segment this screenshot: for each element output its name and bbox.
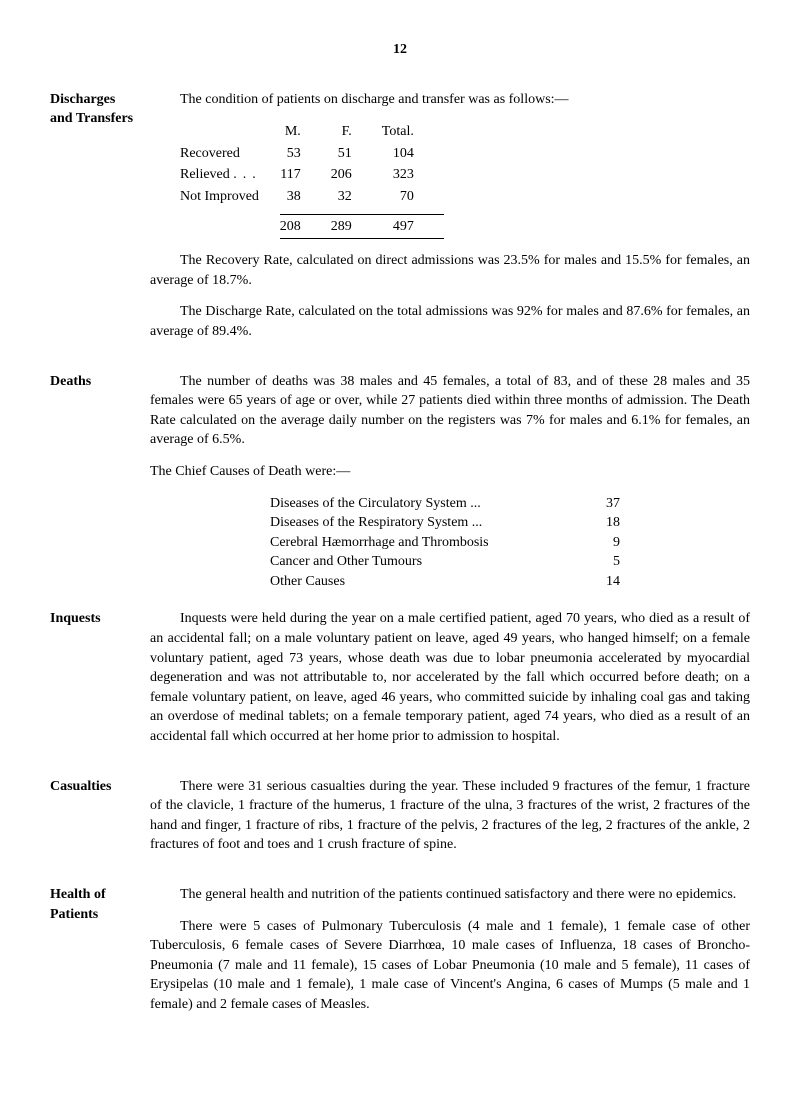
cell-value: 38 xyxy=(280,186,331,208)
cause-row: Diseases of the Respiratory System ... 1… xyxy=(270,513,750,533)
causes-intro: The Chief Causes of Death were:— xyxy=(150,462,750,482)
section-casualties: Casualties There were 31 serious casualt… xyxy=(50,777,750,867)
cell-value: 53 xyxy=(280,143,331,165)
cause-value: 18 xyxy=(580,513,620,533)
cause-value: 5 xyxy=(580,552,620,572)
table-row: Recovered 53 51 104 xyxy=(180,143,444,165)
label-discharges: Discharges and Transfers xyxy=(50,90,150,354)
cause-label: Diseases of the Circulatory System ... xyxy=(270,494,580,514)
health-p2: There were 5 cases of Pulmonary Tubercul… xyxy=(150,917,750,1015)
header-f: F. xyxy=(331,121,382,143)
cause-label: Cerebral Hæmorrhage and Thrombosis xyxy=(270,533,580,553)
cause-row: Diseases of the Circulatory System ... 3… xyxy=(270,494,750,514)
cell-value: 51 xyxy=(331,143,382,165)
cause-value: 37 xyxy=(580,494,620,514)
table-total: 208 289 497 xyxy=(180,214,444,239)
discharges-intro: The condition of patients on discharge a… xyxy=(150,90,750,110)
cell-value: 323 xyxy=(382,164,444,186)
table-row: Not Improved 38 32 70 xyxy=(180,186,444,208)
cause-label: Cancer and Other Tumours xyxy=(270,552,580,572)
inquests-p1: Inquests were held during the year on a … xyxy=(150,609,750,746)
section-deaths: Deaths The number of deaths was 38 males… xyxy=(50,372,750,592)
discharges-p1: The Recovery Rate, calculated on direct … xyxy=(150,251,750,290)
table-header: M. F. Total. xyxy=(180,121,444,143)
section-discharges: Discharges and Transfers The condition o… xyxy=(50,90,750,354)
total-total: 497 xyxy=(382,214,444,239)
cell-value: 32 xyxy=(331,186,382,208)
label-inquests: Inquests xyxy=(50,609,150,758)
cell-value: 206 xyxy=(331,164,382,186)
cause-label: Other Causes xyxy=(270,572,580,592)
row-label: Not Improved xyxy=(180,186,280,208)
causes-list: Diseases of the Circulatory System ... 3… xyxy=(270,494,750,592)
total-m: 208 xyxy=(280,214,331,239)
deaths-p1: The number of deaths was 38 males and 45… xyxy=(150,372,750,450)
cause-label: Diseases of the Respiratory System ... xyxy=(270,513,580,533)
cause-row: Cerebral Hæmorrhage and Thrombosis 9 xyxy=(270,533,750,553)
cell-value: 104 xyxy=(382,143,444,165)
health-p1: The general health and nutrition of the … xyxy=(150,885,750,905)
label-health: Health of Patients xyxy=(50,885,150,1027)
header-m: M. xyxy=(280,121,331,143)
cause-row: Cancer and Other Tumours 5 xyxy=(270,552,750,572)
casualties-p1: There were 31 serious casualties during … xyxy=(150,777,750,855)
label-casualties: Casualties xyxy=(50,777,150,867)
label-deaths: Deaths xyxy=(50,372,150,592)
table-row: Relieved ... 117 206 323 xyxy=(180,164,444,186)
cause-value: 14 xyxy=(580,572,620,592)
condition-table: M. F. Total. Recovered 53 51 104 Relieve… xyxy=(180,121,444,239)
header-total: Total. xyxy=(382,121,444,143)
cell-value: 70 xyxy=(382,186,444,208)
section-inquests: Inquests Inquests were held during the y… xyxy=(50,609,750,758)
row-label: Relieved ... xyxy=(180,164,280,186)
total-f: 289 xyxy=(331,214,382,239)
row-label: Recovered xyxy=(180,143,280,165)
cell-value: 117 xyxy=(280,164,331,186)
page-number: 12 xyxy=(50,40,750,60)
section-health: Health of Patients The general health an… xyxy=(50,885,750,1027)
cause-value: 9 xyxy=(580,533,620,553)
discharges-p2: The Discharge Rate, calculated on the to… xyxy=(150,302,750,341)
cause-row: Other Causes 14 xyxy=(270,572,750,592)
